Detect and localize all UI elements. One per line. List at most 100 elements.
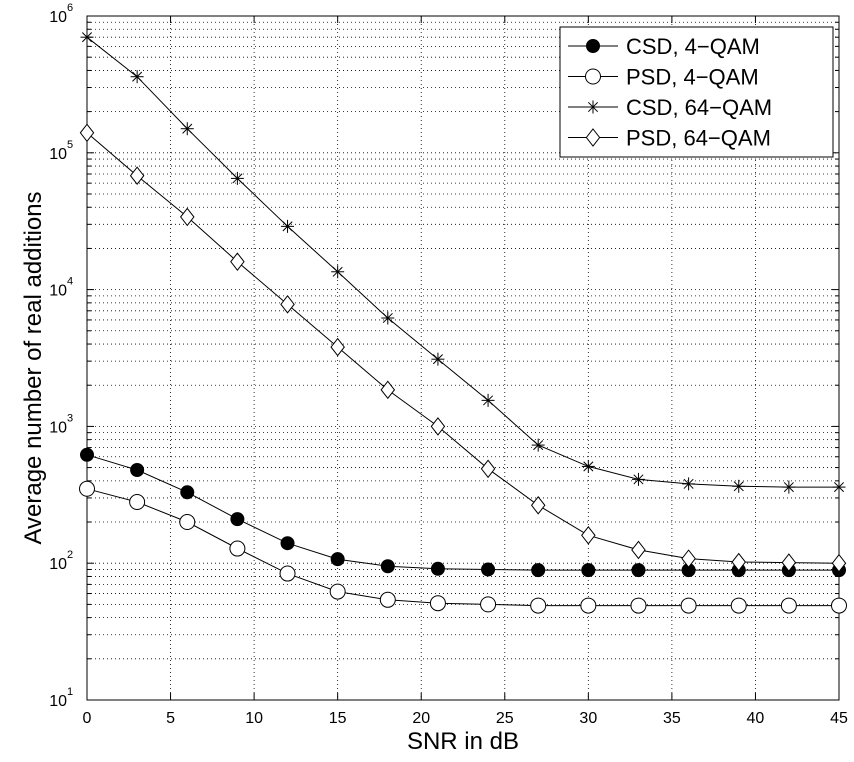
legend-marker bbox=[585, 128, 601, 147]
data-point bbox=[130, 70, 144, 84]
data-point bbox=[80, 30, 94, 44]
data-point bbox=[279, 565, 296, 582]
y-tick-label-exponent: 2 bbox=[67, 549, 73, 561]
y-tick-label-exponent: 6 bbox=[67, 2, 73, 14]
data-point bbox=[630, 597, 647, 614]
x-tick-label: 10 bbox=[245, 710, 263, 727]
series-4 bbox=[79, 123, 847, 573]
data-point bbox=[581, 563, 596, 578]
x-axis-label: SNR in dB bbox=[407, 728, 519, 755]
y-tick-label: 10 bbox=[49, 556, 67, 573]
legend-label: PSD, 4−QAM bbox=[626, 65, 759, 90]
y-tick-label-exponent: 3 bbox=[67, 412, 73, 424]
data-point bbox=[129, 494, 146, 511]
data-point bbox=[130, 463, 145, 478]
data-point bbox=[79, 123, 95, 143]
data-point bbox=[531, 563, 546, 578]
data-point bbox=[230, 252, 245, 271]
series-line bbox=[86, 454, 839, 571]
x-tick-label: 45 bbox=[830, 710, 848, 727]
x-tick-label: 40 bbox=[747, 710, 765, 727]
legend-box bbox=[559, 26, 834, 158]
data-point bbox=[429, 595, 446, 612]
data-point bbox=[430, 561, 445, 576]
data-point bbox=[281, 219, 295, 233]
data-point bbox=[330, 552, 345, 567]
data-point bbox=[631, 472, 645, 486]
data-point bbox=[79, 480, 95, 497]
legend-label: CSD, 4−QAM bbox=[626, 34, 760, 59]
data-point bbox=[782, 480, 796, 494]
data-point bbox=[180, 122, 194, 136]
series-3 bbox=[80, 30, 846, 494]
data-point bbox=[380, 380, 396, 400]
legend-marker bbox=[586, 39, 600, 53]
data-point bbox=[431, 352, 445, 366]
data-point bbox=[380, 559, 395, 574]
legend-entry: CSD, 64−QAM bbox=[568, 95, 772, 120]
x-tick-label: 20 bbox=[412, 710, 430, 727]
data-point bbox=[530, 597, 547, 614]
y-tick-label: 10 bbox=[49, 9, 67, 26]
data-point bbox=[280, 536, 295, 551]
y-tick-label: 10 bbox=[49, 419, 67, 436]
series-group bbox=[79, 30, 847, 614]
y-tick-label: 10 bbox=[49, 283, 67, 300]
series-line bbox=[86, 36, 839, 488]
x-tick-label: 25 bbox=[496, 710, 514, 727]
data-point bbox=[530, 495, 546, 515]
data-point bbox=[229, 540, 246, 557]
y-tick-label: 10 bbox=[49, 693, 67, 710]
data-point bbox=[631, 540, 646, 560]
legend: CSD, 4−QAM PSD, 4−QAM CSD, 64−QAM PSD, 64−Q… bbox=[559, 26, 834, 158]
legend-label: PSD, 64−QAM bbox=[626, 126, 771, 151]
data-point bbox=[331, 265, 345, 279]
x-tick-label: 30 bbox=[579, 710, 597, 727]
data-point bbox=[480, 459, 496, 479]
data-point bbox=[230, 512, 245, 527]
legend-entry: PSD, 64−QAM bbox=[568, 126, 771, 151]
x-tick-label: 15 bbox=[329, 710, 347, 727]
legend-entry: CSD, 4−QAM bbox=[568, 34, 760, 59]
series-line bbox=[86, 132, 840, 564]
data-point bbox=[580, 597, 597, 614]
legend-marker bbox=[586, 100, 600, 114]
data-point bbox=[381, 311, 395, 325]
y-tick-label-exponent: 5 bbox=[67, 139, 73, 151]
data-point bbox=[480, 596, 497, 613]
data-point bbox=[80, 447, 94, 462]
data-point bbox=[180, 485, 195, 500]
legend-marker bbox=[585, 68, 601, 85]
data-point bbox=[780, 597, 797, 614]
series-2 bbox=[79, 480, 847, 614]
data-point bbox=[681, 549, 696, 568]
data-point bbox=[280, 295, 295, 314]
data-point bbox=[832, 480, 846, 494]
x-tick-label: 0 bbox=[83, 710, 92, 727]
data-point bbox=[379, 591, 396, 608]
data-point bbox=[831, 597, 847, 614]
data-point bbox=[581, 459, 595, 473]
data-point bbox=[831, 553, 847, 573]
legend-entry: PSD, 4−QAM bbox=[568, 65, 759, 90]
data-point bbox=[680, 597, 697, 614]
y-tick-label-exponent: 1 bbox=[67, 686, 73, 698]
data-point bbox=[230, 171, 244, 185]
y-tick-label: 10 bbox=[49, 146, 67, 163]
y-tick-label-exponent: 4 bbox=[67, 276, 73, 288]
data-point bbox=[481, 562, 496, 577]
data-point bbox=[531, 438, 545, 452]
plot-frame bbox=[86, 15, 840, 701]
series-line bbox=[86, 488, 839, 607]
grid bbox=[87, 16, 839, 700]
legend-label: CSD, 64−QAM bbox=[626, 95, 772, 120]
data-point bbox=[329, 583, 346, 600]
data-point bbox=[129, 166, 145, 186]
data-point bbox=[730, 597, 747, 614]
data-point bbox=[682, 477, 696, 491]
data-point bbox=[179, 514, 196, 531]
data-point bbox=[631, 563, 646, 578]
data-point bbox=[330, 337, 345, 357]
